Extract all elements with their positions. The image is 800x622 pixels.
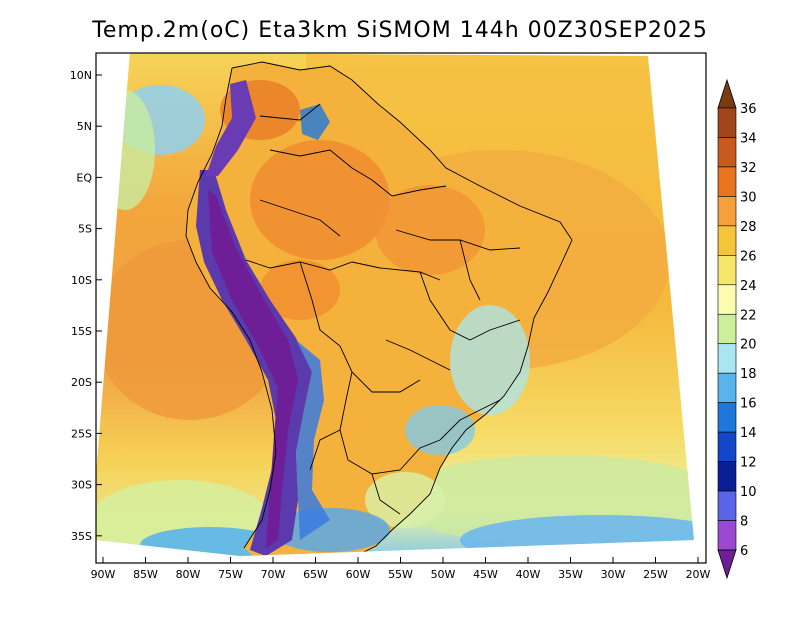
- amazon-hot-patch: [250, 140, 390, 260]
- colorbar-bin: [717, 137, 737, 168]
- lon-label: 90W: [91, 568, 116, 581]
- northeast-hot-patch: [375, 185, 485, 275]
- colorbar-label: 22: [740, 308, 757, 323]
- uruguay-cool: [365, 472, 445, 528]
- lat-label: 20S: [71, 376, 92, 389]
- colorbar-bottom-arrow: [717, 549, 737, 580]
- colorbar-bin: [717, 284, 737, 315]
- colorbar-bin: [717, 431, 737, 462]
- lat-label: 35S: [71, 530, 92, 543]
- lon-label: 25W: [643, 568, 668, 581]
- lon-label: 50W: [431, 568, 456, 581]
- map-domain: [96, 53, 694, 556]
- colorbar-bin: [717, 520, 737, 551]
- andes-north-band: [206, 80, 256, 176]
- colorbar-label: 30: [740, 190, 757, 205]
- lon-label: 40W: [516, 568, 541, 581]
- lon-label: 20W: [686, 568, 711, 581]
- lon-label: 55W: [388, 568, 413, 581]
- colorbar-label: 16: [740, 397, 757, 412]
- lat-label: 10S: [71, 274, 92, 287]
- lat-label: 5N: [77, 120, 92, 133]
- guiana-cool-spot: [300, 104, 330, 140]
- colorbar-label: 24: [740, 279, 757, 294]
- colorbar-label: 12: [740, 456, 757, 471]
- lon-label: 75W: [218, 568, 243, 581]
- andes-core: [208, 190, 298, 548]
- country-borders: [185, 61, 573, 556]
- colorbar-label: 10: [740, 485, 757, 500]
- lon-label: 30W: [601, 568, 626, 581]
- colorbar-label: 18: [740, 367, 757, 382]
- colorbar-bin: [717, 372, 737, 403]
- colorbar-top-arrow: [717, 78, 737, 109]
- colorbar-bin: [717, 255, 737, 286]
- colorbar-label: 20: [740, 338, 757, 353]
- lon-label: 70W: [261, 568, 286, 581]
- colorbar-label: 36: [740, 102, 757, 117]
- colorbar-label: 14: [740, 426, 757, 441]
- colorbar-label: 6: [740, 544, 748, 559]
- map-title: Temp.2m(oC) Eta3km SiSMOM 144h 00Z30SEP2…: [92, 18, 708, 43]
- lat-label: 15S: [71, 325, 92, 338]
- lon-label: 35W: [558, 568, 583, 581]
- southeast-cool-highlands: [450, 305, 530, 415]
- colorbar-bin: [717, 196, 737, 227]
- colorbar-bin: [717, 107, 737, 138]
- lon-label: 45W: [473, 568, 498, 581]
- colorbar-bin: [717, 225, 737, 256]
- colorbar: 36 34 32 30 28 26 24 22 20 18 16 14 12 10 8 6: [717, 78, 757, 580]
- colorbar-bin: [717, 343, 737, 374]
- lon-label: 60W: [346, 568, 371, 581]
- colorbar-bin: [717, 402, 737, 433]
- lon-label: 80W: [176, 568, 201, 581]
- lat-label: 25S: [71, 427, 92, 440]
- south-brazil-cool: [405, 405, 475, 455]
- nw-green-patch: [96, 90, 155, 210]
- colorbar-label: 32: [740, 161, 757, 176]
- lat-label: 10N: [70, 69, 92, 82]
- colorbar-bin: [717, 313, 737, 345]
- colorbar-bin: [717, 461, 737, 492]
- lat-label: 5S: [78, 223, 92, 236]
- colorbar-bin: [717, 166, 737, 197]
- longitude-axis: 90W 85W 80W 75W 70W 65W 60W 55W 50W 45W 40W 35W 30W 2…: [91, 557, 711, 581]
- lon-label: 65W: [303, 568, 328, 581]
- colorbar-label: 26: [740, 249, 757, 264]
- lat-label: 30S: [71, 479, 92, 492]
- colorbar-label: 28: [740, 220, 757, 235]
- latitude-axis: 10N 5N EQ 5S 10S 15S 20S 25S 30S 35S: [70, 69, 102, 543]
- colorbar-bin: [717, 490, 737, 521]
- lon-label: 85W: [133, 568, 158, 581]
- central-hot-patch: [260, 260, 340, 320]
- lat-label: EQ: [76, 171, 92, 184]
- colorbar-label: 8: [740, 515, 748, 530]
- andes-blue-margin: [296, 340, 330, 540]
- colorbar-label: 34: [740, 131, 757, 146]
